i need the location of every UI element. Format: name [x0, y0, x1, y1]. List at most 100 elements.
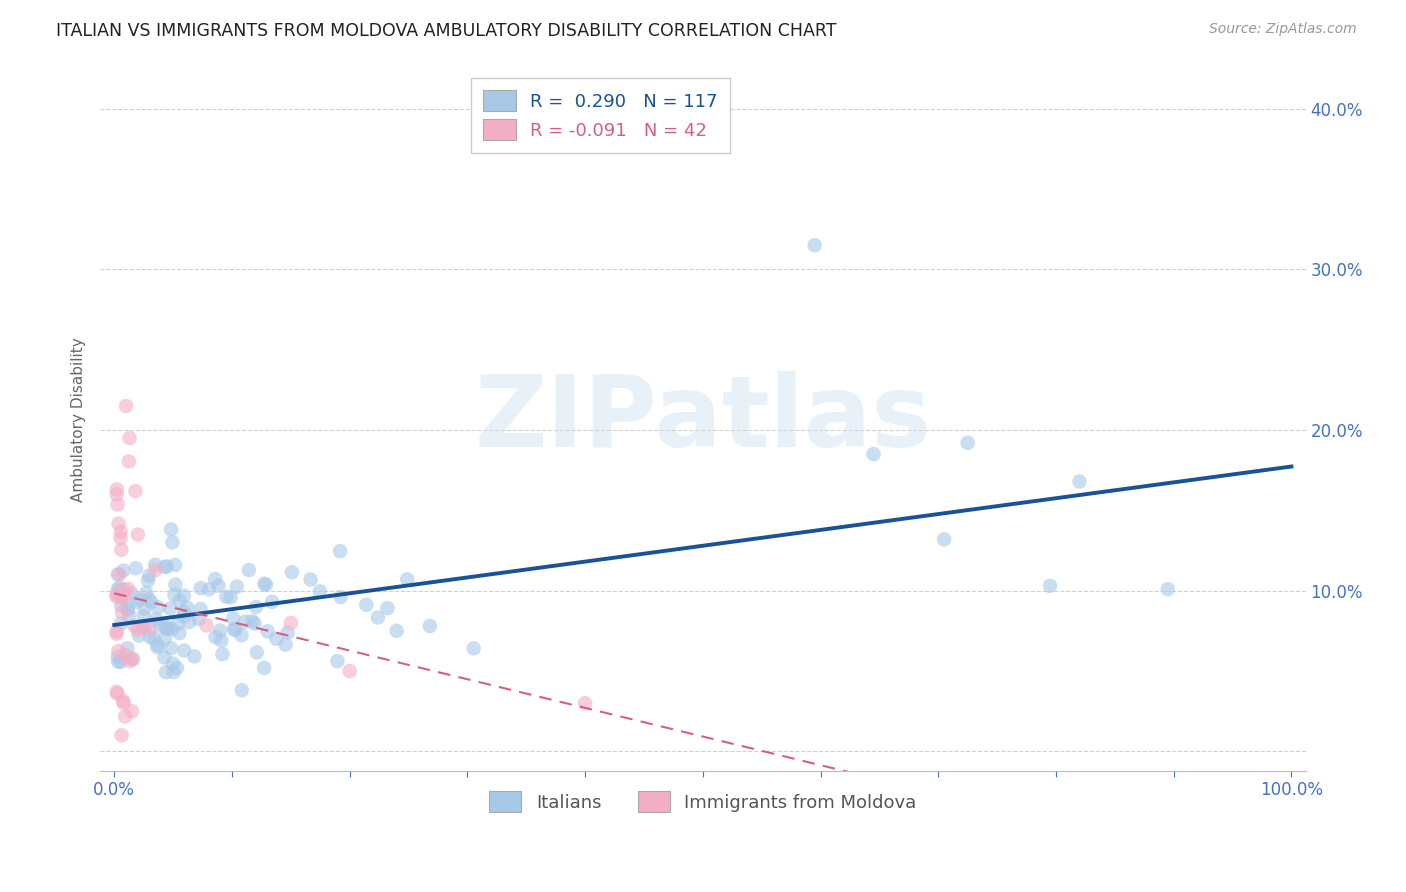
- Point: [326, 654, 349, 668]
- Point: [163, 665, 186, 679]
- Point: [160, 523, 183, 537]
- Point: [222, 622, 245, 636]
- Point: [163, 588, 186, 602]
- Point: [179, 615, 201, 629]
- Point: [107, 655, 129, 669]
- Point: [246, 645, 269, 659]
- Point: [160, 641, 183, 656]
- Point: [207, 579, 229, 593]
- Point: [121, 651, 143, 665]
- Point: [934, 533, 956, 547]
- Point: [105, 626, 128, 640]
- Point: [112, 564, 135, 578]
- Point: [138, 592, 160, 607]
- Point: [165, 577, 187, 591]
- Point: [107, 567, 129, 582]
- Point: [142, 632, 165, 646]
- Text: ZIPatlas: ZIPatlas: [474, 371, 931, 468]
- Point: [198, 582, 221, 597]
- Point: [299, 573, 322, 587]
- Point: [128, 592, 150, 607]
- Point: [145, 612, 167, 626]
- Point: [231, 683, 253, 698]
- Point: [329, 544, 352, 558]
- Point: [190, 602, 212, 616]
- Point: [125, 561, 148, 575]
- Point: [117, 582, 139, 596]
- Point: [209, 624, 232, 638]
- Point: [139, 630, 162, 644]
- Point: [204, 630, 226, 644]
- Point: [226, 580, 249, 594]
- Point: [138, 569, 160, 583]
- Point: [112, 694, 135, 708]
- Point: [280, 615, 302, 630]
- Point: [120, 586, 142, 600]
- Point: [419, 619, 441, 633]
- Point: [274, 638, 297, 652]
- Point: [215, 590, 238, 604]
- Point: [153, 560, 176, 574]
- Point: [107, 516, 129, 531]
- Point: [105, 483, 128, 497]
- Point: [165, 558, 187, 572]
- Point: [1069, 475, 1091, 489]
- Point: [135, 586, 157, 600]
- Point: [245, 599, 267, 614]
- Point: [132, 609, 155, 624]
- Point: [124, 484, 146, 499]
- Point: [141, 595, 163, 609]
- Point: [1039, 579, 1062, 593]
- Point: [107, 582, 129, 597]
- Point: [219, 591, 242, 605]
- Point: [125, 595, 148, 609]
- Point: [127, 527, 149, 541]
- Point: [204, 572, 226, 586]
- Point: [148, 618, 170, 632]
- Point: [356, 598, 378, 612]
- Point: [260, 595, 283, 609]
- Point: [155, 622, 177, 636]
- Point: [105, 624, 128, 639]
- Point: [107, 687, 129, 701]
- Point: [108, 580, 131, 594]
- Point: [254, 577, 277, 591]
- Point: [155, 620, 177, 634]
- Point: [166, 617, 188, 632]
- Point: [803, 238, 825, 252]
- Point: [367, 610, 389, 624]
- Point: [173, 609, 195, 624]
- Point: [112, 582, 135, 597]
- Point: [281, 566, 304, 580]
- Point: [118, 607, 141, 622]
- Point: [118, 431, 141, 445]
- Point: [134, 621, 156, 635]
- Point: [110, 524, 132, 539]
- Point: [105, 487, 128, 501]
- Point: [162, 657, 184, 671]
- Point: [157, 621, 180, 635]
- Point: [160, 623, 183, 637]
- Text: ITALIAN VS IMMIGRANTS FROM MOLDOVA AMBULATORY DISABILITY CORRELATION CHART: ITALIAN VS IMMIGRANTS FROM MOLDOVA AMBUL…: [56, 22, 837, 40]
- Point: [117, 600, 139, 615]
- Point: [233, 615, 256, 629]
- Point: [111, 589, 134, 603]
- Point: [112, 696, 135, 710]
- Point: [114, 648, 136, 663]
- Legend: Italians, Immigrants from Moldova: Italians, Immigrants from Moldova: [477, 779, 929, 825]
- Point: [231, 628, 253, 642]
- Point: [173, 643, 195, 657]
- Point: [117, 603, 139, 617]
- Point: [169, 626, 191, 640]
- Point: [108, 567, 131, 582]
- Point: [240, 614, 263, 628]
- Point: [153, 632, 176, 646]
- Point: [266, 632, 288, 646]
- Point: [209, 633, 232, 648]
- Point: [463, 641, 485, 656]
- Point: [110, 591, 132, 606]
- Point: [256, 624, 278, 639]
- Point: [118, 454, 141, 468]
- Point: [190, 581, 212, 595]
- Point: [156, 559, 179, 574]
